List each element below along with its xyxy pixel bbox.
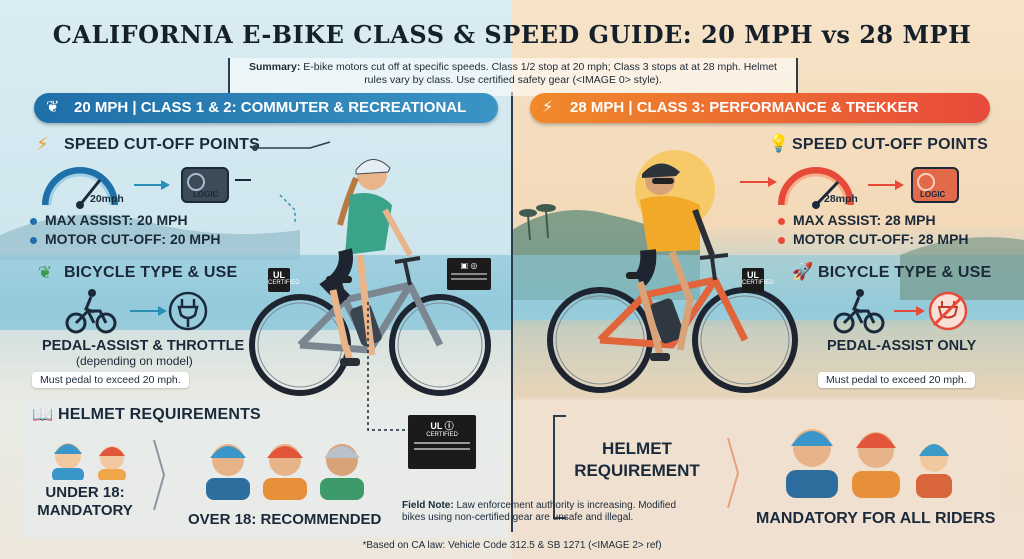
right-helmet-heading: HELMET REQUIREMENT — [572, 438, 702, 482]
left-class-banner: ❦ 20 MPH | CLASS 1 & 2: COMMUTER & RECRE… — [34, 93, 498, 123]
ul-logo-icon: UL — [747, 270, 759, 280]
left-bracket-icon — [553, 415, 566, 519]
bullet-dot-icon — [778, 217, 785, 225]
certified-label: CERTIFIED — [426, 432, 458, 438]
cyclist-icon — [833, 309, 885, 334]
right-motor-cutoff: MOTOR CUT-OFF: 28 MPH — [793, 231, 969, 247]
left-banner-text: 20 MPH | CLASS 1 & 2: COMMUTER & RECREAT… — [74, 99, 467, 116]
bullet-dot-icon — [30, 217, 37, 225]
left-type-title: PEDAL-ASSIST & THROTTLE — [42, 338, 245, 354]
lightning-icon: ⚡ — [36, 134, 49, 154]
leaf-icon: ❦ — [46, 99, 60, 116]
over18-text: OVER 18: RECOMMENDED — [188, 511, 382, 528]
right-type-icons — [833, 289, 968, 334]
right-max-assist: MAX ASSIST: 28 MPH — [793, 212, 936, 228]
left-speed-diagram — [42, 167, 251, 209]
ul-logo-icon: UL — [273, 270, 285, 280]
right-banner-text: 28 MPH | CLASS 3: PERFORMANCE & TREKKER — [570, 99, 919, 116]
ul-certified-badge: UL CERTIFIED — [742, 268, 774, 292]
under18-value: MANDATORY — [37, 502, 133, 519]
right-rider-icon — [633, 163, 715, 361]
right-helmet-heading-line2: REQUIREMENT — [574, 461, 700, 480]
under18-text: UNDER 18: MANDATORY — [30, 484, 140, 520]
left-bullet-max: MAX ASSIST: 20 MPH — [30, 212, 188, 228]
left-logic-label: LOGIC — [193, 190, 219, 199]
left-gauge-label: 20mph — [90, 193, 124, 205]
all-riders-text: MANDATORY FOR ALL RIDERS — [756, 510, 996, 527]
summary-label: Summary: — [249, 61, 301, 73]
chevron-right-icon — [153, 439, 166, 511]
left-motor-cutoff: MOTOR CUT-OFF: 20 MPH — [45, 231, 221, 247]
right-helmet-panel — [516, 398, 1002, 538]
cyclist-icon — [65, 309, 117, 334]
right-gauge-label: 28mph — [824, 193, 858, 205]
certified-label: CERTIFIED — [268, 280, 300, 286]
right-speed-heading: SPEED CUT-OFF POINTS — [792, 136, 989, 153]
certification-label-icon: ▣ ◎ — [447, 258, 491, 290]
bullet-dot-icon — [778, 236, 785, 244]
right-type-note: Must pedal to exceed 20 mph. — [818, 372, 975, 388]
left-connector — [252, 141, 331, 225]
left-rider-icon — [319, 159, 413, 366]
summary-box: Summary: E-bike motors cut off at specif… — [228, 58, 798, 96]
right-speed-diagram — [740, 167, 959, 209]
left-type-heading: BICYCLE TYPE & USE — [64, 264, 238, 281]
left-speed-heading: SPEED CUT-OFF POINTS — [64, 136, 261, 153]
right-bullet-max: MAX ASSIST: 28 MPH — [778, 212, 936, 228]
left-type-icons — [65, 289, 208, 334]
adults-helmet-icon — [206, 444, 364, 500]
right-logic-label: LOGIC — [920, 190, 946, 199]
ul-certified-badge: UL CERTIFIED — [268, 268, 300, 292]
under18-label: UNDER 18: — [45, 484, 125, 501]
right-bullet-cutoff: MOTOR CUT-OFF: 28 MPH — [778, 231, 969, 247]
right-type-heading: BICYCLE TYPE & USE — [818, 264, 992, 281]
footer-source: *Based on CA law: Vehicle Code 312.5 & S… — [362, 540, 662, 551]
left-bullet-cutoff: MOTOR CUT-OFF: 20 MPH — [30, 231, 221, 247]
left-type-note: Must pedal to exceed 20 mph. — [32, 372, 189, 388]
certification-card-icon: UL ⓘ CERTIFIED — [408, 415, 476, 469]
kids-helmet-icon — [52, 443, 126, 480]
all-riders-helmet-icon — [786, 429, 952, 498]
field-note-label: Field Note: — [402, 500, 454, 511]
ul-logo-icon: UL ⓘ — [430, 421, 454, 431]
lightning-icon: ⚡ — [542, 99, 554, 116]
lightbulb-icon: 💡 — [768, 134, 790, 153]
page-title: CALIFORNIA E-BIKE CLASS & SPEED GUIDE: 2… — [52, 20, 972, 49]
leaf-icon: ❦ — [38, 263, 53, 282]
book-icon: 📖 — [32, 405, 54, 424]
left-type-subtitle: (depending on model) — [76, 354, 193, 368]
rocket-icon: 🚀 — [792, 262, 814, 281]
chevron-right-icon — [727, 437, 740, 509]
field-note-text: Law enforcement authority is increasing.… — [402, 500, 677, 523]
center-divider — [511, 92, 513, 532]
field-note: Field Note: Law enforcement authority is… — [402, 500, 702, 524]
left-helmet-heading: HELMET REQUIREMENTS — [58, 406, 261, 423]
right-helmet-heading-line1: HELMET — [602, 439, 672, 458]
summary-text: E-bike motors cut off at specific speeds… — [303, 61, 777, 86]
right-class-banner: ⚡ 28 MPH | CLASS 3: PERFORMANCE & TREKKE… — [530, 93, 990, 123]
right-type-title: PEDAL-ASSIST ONLY — [827, 338, 977, 354]
certified-label: CERTIFIED — [742, 280, 774, 286]
bullet-dot-icon — [30, 236, 37, 244]
left-max-assist: MAX ASSIST: 20 MPH — [45, 212, 188, 228]
